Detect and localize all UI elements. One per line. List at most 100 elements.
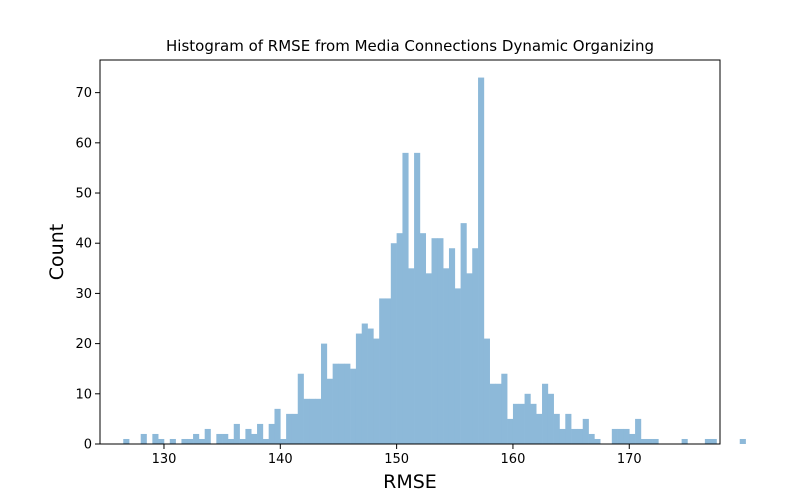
histogram-bar bbox=[198, 438, 205, 444]
histogram-bar bbox=[123, 438, 130, 444]
histogram-bar bbox=[588, 433, 595, 444]
histogram-bar bbox=[268, 423, 275, 444]
histogram-bar bbox=[646, 438, 653, 444]
histogram-bar bbox=[507, 418, 514, 444]
histogram-bar bbox=[635, 418, 642, 444]
histogram-bar bbox=[460, 223, 467, 444]
histogram-bar bbox=[512, 403, 520, 444]
histogram-bar bbox=[582, 418, 589, 444]
x-tick-label: 150 bbox=[384, 452, 409, 467]
histogram-bar bbox=[629, 433, 636, 444]
histogram-bar bbox=[495, 383, 502, 444]
histogram-bar bbox=[565, 413, 572, 444]
histogram-bar bbox=[355, 333, 363, 444]
histogram-bar bbox=[245, 428, 252, 444]
histogram-bar bbox=[681, 438, 688, 444]
histogram-bar bbox=[390, 243, 397, 444]
y-tick-label: 30 bbox=[75, 287, 92, 302]
histogram-bar bbox=[222, 433, 229, 444]
histogram-bar bbox=[262, 438, 269, 444]
histogram-bar bbox=[309, 398, 316, 444]
histogram-bar bbox=[559, 428, 566, 444]
histogram-bar bbox=[542, 383, 549, 444]
histogram-bar bbox=[251, 433, 258, 444]
histogram-bar bbox=[193, 433, 200, 444]
histogram-bar bbox=[431, 238, 438, 444]
histogram-bar bbox=[443, 268, 450, 444]
x-axis-label: RMSE bbox=[383, 471, 437, 493]
histogram-bar bbox=[524, 393, 531, 444]
histogram-bar bbox=[315, 398, 322, 444]
x-tick-label: 170 bbox=[617, 452, 642, 467]
histogram-bar bbox=[257, 423, 264, 444]
histogram-bar bbox=[158, 438, 165, 444]
histogram-bar bbox=[338, 363, 345, 444]
histogram-bar bbox=[239, 438, 246, 444]
histogram-bar bbox=[472, 248, 479, 444]
histogram-bar bbox=[414, 152, 421, 445]
histogram-bar bbox=[536, 413, 543, 444]
histogram-bar bbox=[623, 428, 630, 444]
histogram-bar bbox=[361, 323, 368, 444]
histogram-bar bbox=[611, 428, 618, 444]
histogram-bar bbox=[227, 438, 235, 444]
histogram-bar bbox=[704, 438, 711, 444]
y-tick-label: 50 bbox=[75, 187, 92, 202]
y-axis-label: Count bbox=[46, 224, 68, 280]
histogram-bar bbox=[739, 438, 746, 444]
bars-group bbox=[123, 77, 746, 445]
histogram-bar bbox=[408, 268, 415, 444]
histogram-bar bbox=[483, 338, 490, 444]
histogram-bar bbox=[326, 378, 333, 444]
histogram-bar bbox=[181, 438, 188, 444]
y-tick-label: 10 bbox=[75, 387, 92, 402]
histogram-bar bbox=[233, 423, 240, 444]
histogram-bar bbox=[652, 438, 659, 444]
histogram-bar bbox=[518, 403, 525, 444]
histogram-bar bbox=[594, 438, 601, 444]
histogram-bar bbox=[350, 368, 357, 444]
y-tick-label: 20 bbox=[75, 337, 92, 352]
histogram-bar bbox=[478, 77, 485, 444]
histogram-bar bbox=[419, 233, 427, 444]
histogram-bar bbox=[344, 363, 351, 444]
histogram-bar bbox=[710, 438, 717, 444]
histogram-bar bbox=[571, 428, 578, 444]
histogram-bar bbox=[321, 343, 328, 444]
histogram-bar bbox=[280, 438, 287, 444]
histogram-bar bbox=[466, 273, 473, 444]
histogram-bar bbox=[384, 298, 392, 444]
histogram-bar bbox=[152, 433, 159, 444]
y-tick-label: 0 bbox=[84, 438, 92, 453]
histogram-bar bbox=[332, 363, 339, 444]
x-tick-label: 140 bbox=[268, 452, 293, 467]
histogram-bar bbox=[297, 373, 304, 444]
histogram-bar bbox=[530, 403, 537, 444]
histogram-bar bbox=[396, 233, 403, 444]
histogram-bar bbox=[204, 428, 211, 444]
histogram-bar bbox=[274, 408, 281, 444]
histogram-bar bbox=[291, 413, 299, 444]
histogram-bar bbox=[437, 238, 444, 444]
x-tick-label: 160 bbox=[501, 452, 526, 467]
y-tick-label: 40 bbox=[75, 237, 92, 252]
histogram-bar bbox=[286, 413, 293, 444]
plot-frame bbox=[99, 59, 721, 445]
histogram-bar bbox=[169, 438, 176, 444]
histogram-bar bbox=[373, 338, 380, 444]
histogram-bar bbox=[140, 433, 147, 444]
y-axis-ticks: 0 10 20 30 40 50 60 70 bbox=[75, 86, 100, 453]
histogram-bar bbox=[379, 298, 386, 444]
histogram-bar bbox=[402, 152, 409, 445]
histogram-bar bbox=[617, 428, 624, 444]
x-axis-ticks: 130 140 150 160 170 bbox=[152, 444, 642, 467]
histogram-bar bbox=[303, 398, 310, 444]
histogram-bar bbox=[547, 393, 554, 444]
y-tick-label: 60 bbox=[75, 136, 92, 151]
histogram-bar bbox=[489, 383, 496, 444]
chart-title: Histogram of RMSE from Media Connections… bbox=[166, 37, 654, 55]
histogram-bar bbox=[367, 328, 374, 444]
x-tick-label: 130 bbox=[152, 452, 177, 467]
histogram-bar bbox=[216, 433, 223, 444]
